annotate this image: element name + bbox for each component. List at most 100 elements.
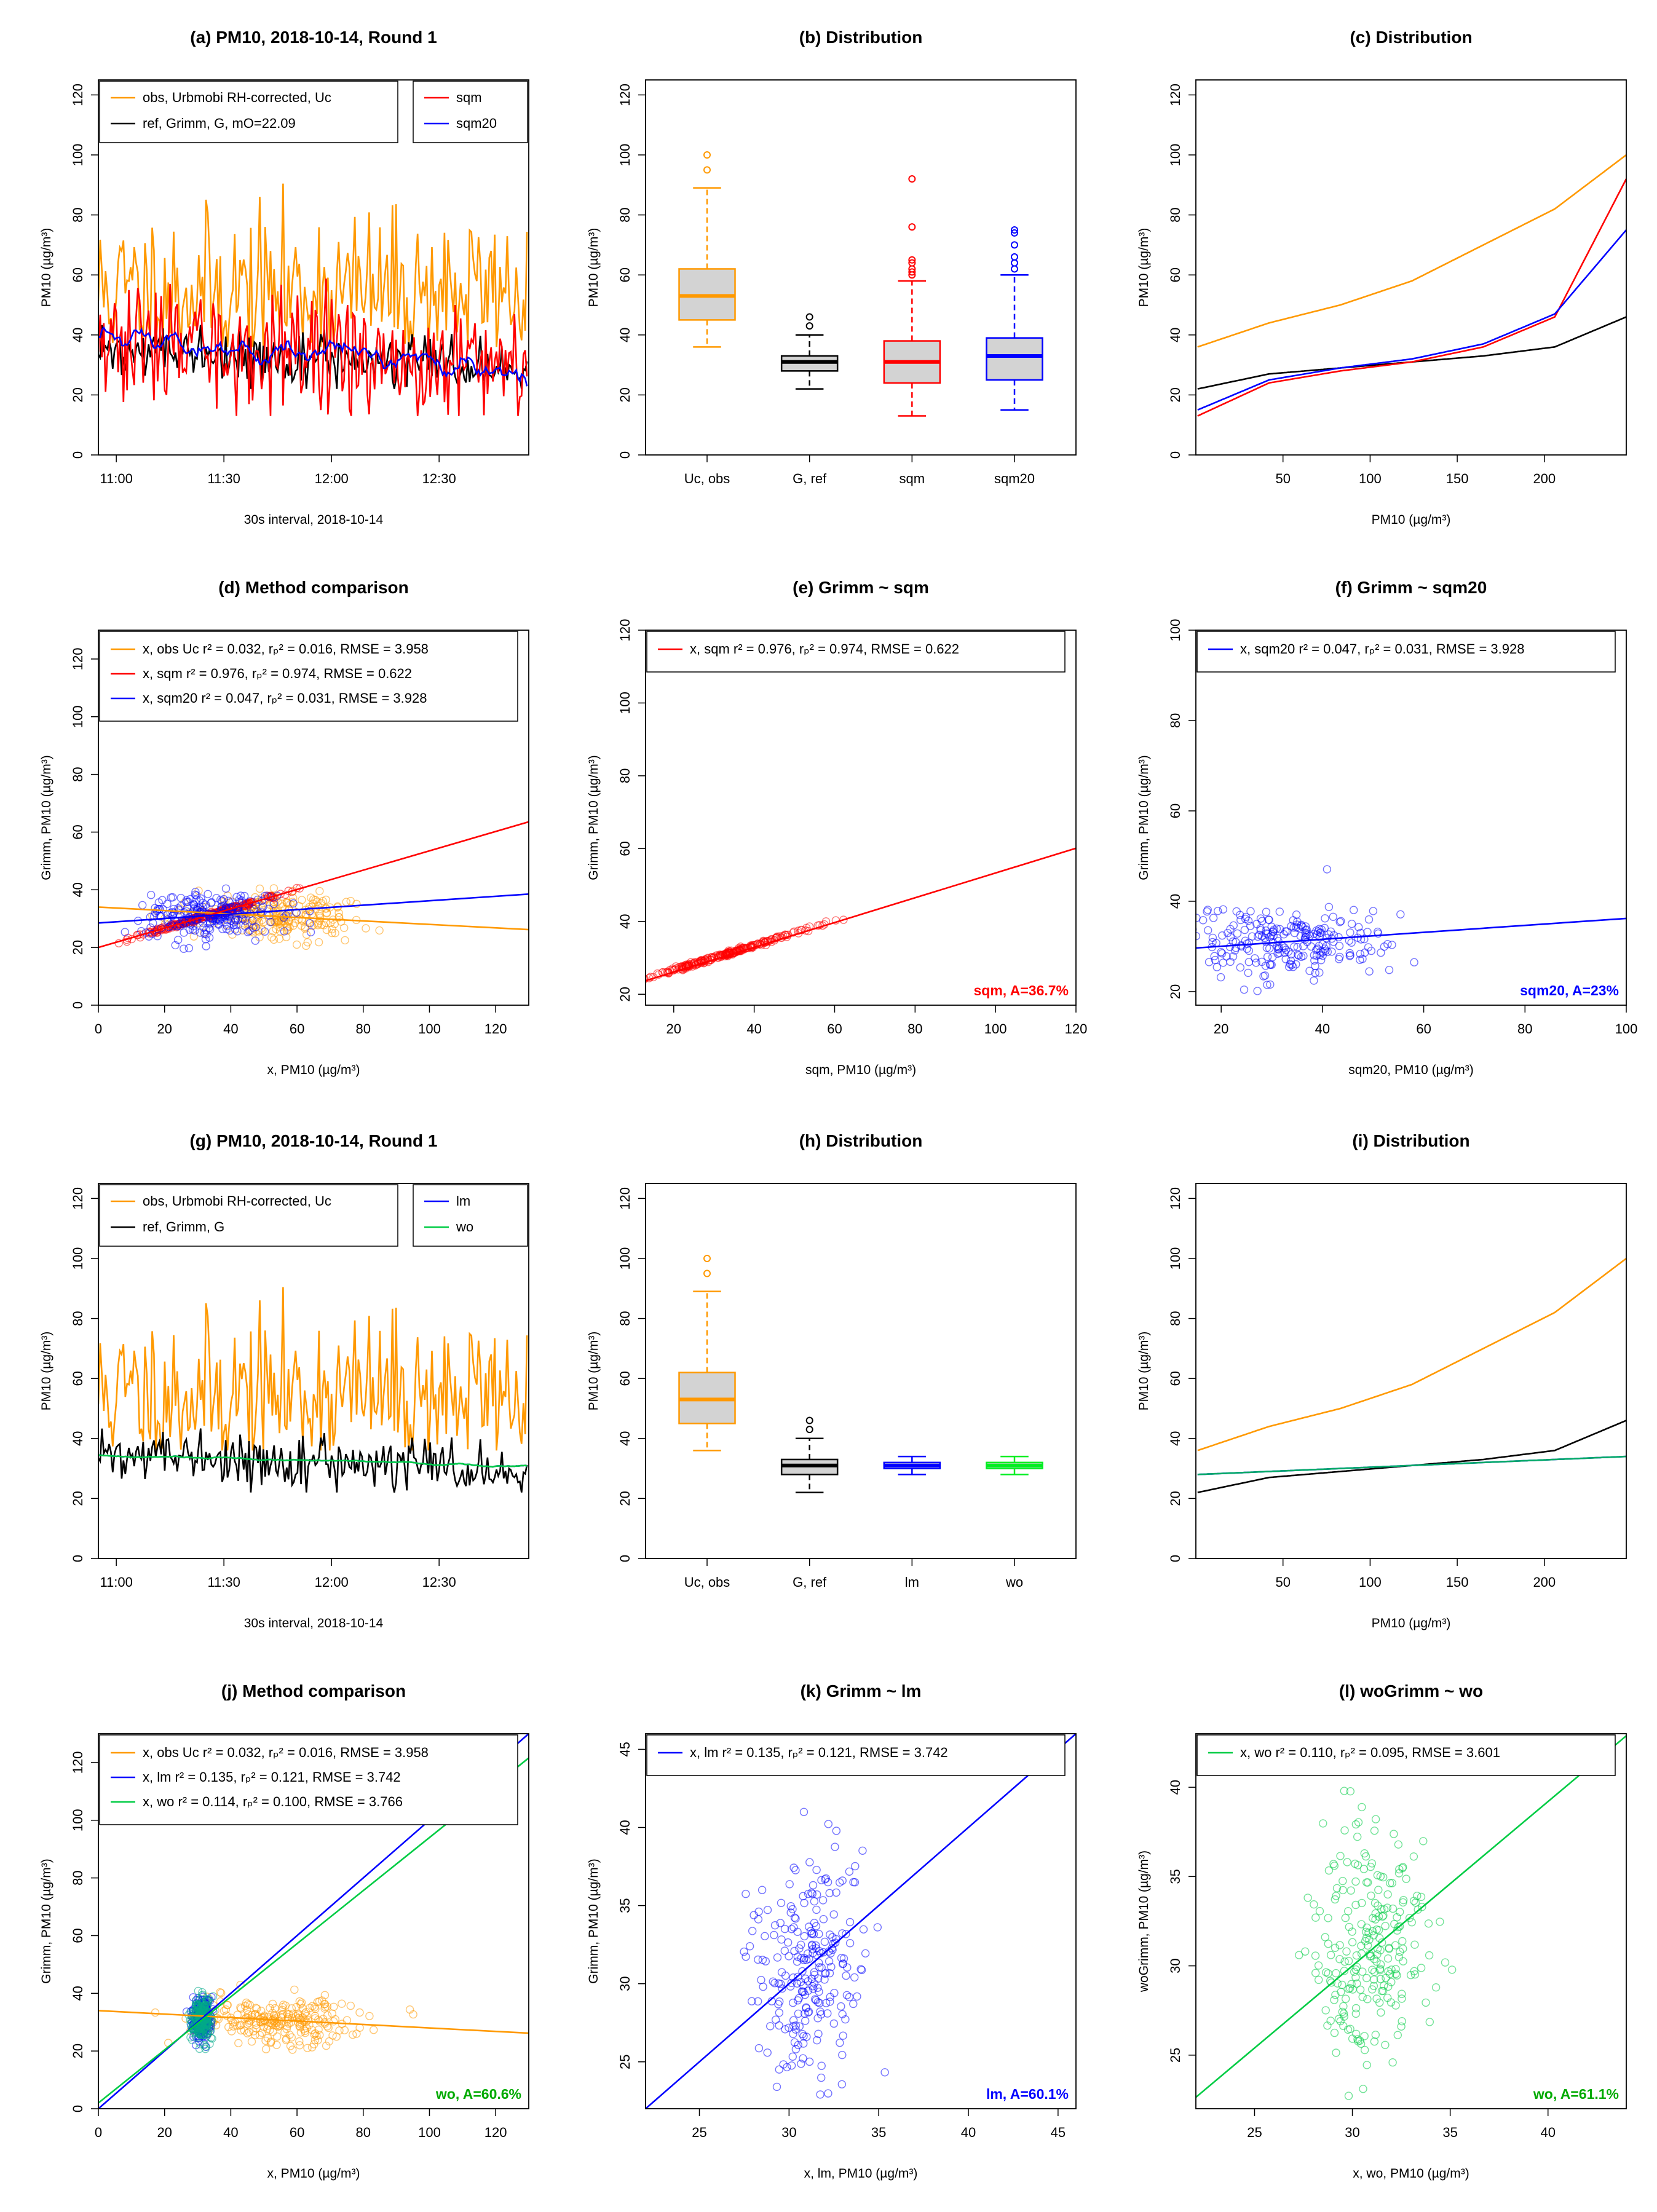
x-axis-label: sqm20, PM10 (µg/m³) (1348, 1063, 1473, 1077)
scatter-point (1363, 1994, 1372, 2004)
scatter-point (146, 912, 155, 922)
scatter-point (1394, 1953, 1404, 1962)
scatter-point (780, 1924, 789, 1934)
scatter-point (1431, 1983, 1441, 1992)
scatter-point (205, 1994, 213, 2004)
x-tick-label: 0 (95, 2125, 102, 2140)
scatter-point (1399, 1944, 1407, 1953)
scatter-point (1363, 1941, 1372, 1950)
scatter-point (1343, 1858, 1351, 1866)
scatter-point (798, 1987, 807, 1996)
scatter-point (296, 2028, 306, 2037)
box-outlier (908, 259, 916, 267)
scatter-point (1332, 1969, 1340, 1978)
scatter-point (247, 2037, 256, 2046)
scatter-point (355, 2008, 364, 2017)
scatter-point (851, 1862, 860, 1871)
scatter-point (829, 1940, 838, 1948)
series-line-wo (1197, 1455, 1626, 1475)
scatter-point (817, 2073, 826, 2082)
scatter-point (1301, 1947, 1310, 1956)
scatter-point (1320, 944, 1329, 953)
scatter-point (268, 1999, 277, 2009)
series-line-ref (1197, 1420, 1626, 1493)
y-tick-label: 120 (1168, 1187, 1183, 1210)
box-outlier (1011, 226, 1018, 234)
scatter-point (770, 1978, 779, 1988)
scatter-point (858, 1846, 867, 1855)
scatter-point (297, 1998, 306, 2007)
scatter-point (1208, 938, 1217, 947)
scatter-point (1386, 1879, 1394, 1887)
box-outlier (1011, 253, 1018, 261)
scatter-point (815, 1930, 823, 1938)
scatter-point (1196, 914, 1201, 922)
x-tick-label: 45 (1051, 2125, 1066, 2140)
x-axis-label: x, lm, PM10 (µg/m³) (804, 2167, 918, 2181)
scatter-point (262, 2045, 271, 2053)
y-tick-label: 20 (70, 1491, 85, 1506)
legend-label: x, wo r² = 0.114, rₚ² = 0.100, RMSE = 3.… (143, 1794, 403, 1809)
scatter-point (1369, 1975, 1378, 1984)
scatter-point (192, 895, 200, 904)
y-tick-label: 25 (1168, 2048, 1183, 2063)
scatter-point (236, 891, 245, 900)
scatter-point (1332, 1892, 1340, 1900)
scatter-point (1346, 928, 1354, 937)
scatter-point (219, 2007, 229, 2015)
scatter-point (409, 2010, 417, 2019)
regression-line (98, 821, 529, 949)
scatter-point (1336, 1852, 1345, 1860)
panel-title: (f) Grimm ~ sqm20 (1335, 578, 1487, 597)
scatter-point (1289, 923, 1298, 932)
scatter-point (1340, 1826, 1349, 1835)
regression-line (98, 906, 529, 931)
scatter-point (804, 2008, 813, 2017)
scatter-point (275, 934, 284, 943)
legend-box (413, 1184, 528, 1247)
scatter-point (171, 941, 180, 950)
scatter-point (1345, 1922, 1354, 1932)
scatter-point (1359, 2085, 1367, 2093)
scatter-point (278, 899, 287, 908)
scatter-point (802, 1956, 811, 1964)
scatter-point (1357, 1920, 1366, 1929)
scatter-point (1347, 938, 1356, 947)
legend-label: x, lm r² = 0.135, rₚ² = 0.121, RMSE = 3.… (143, 1769, 401, 1785)
scatter-point (340, 2026, 349, 2035)
y-tick-label: 100 (70, 1247, 85, 1270)
scatter-point (1297, 952, 1306, 962)
scatter-point (331, 2015, 339, 2024)
scatter-point (1357, 1941, 1366, 1950)
plot-frame (98, 1733, 529, 2109)
x-tick-label: 150 (1446, 1574, 1469, 1590)
scatter-point (741, 1953, 750, 1961)
scatter-point (1322, 1968, 1331, 1977)
scatter-point (1351, 1900, 1360, 1910)
scatter-point (1310, 951, 1319, 960)
x-tick-label: 50 (1275, 1574, 1290, 1590)
scatter-point (1333, 1979, 1342, 1988)
y-axis-label: PM10 (µg/m³) (587, 1332, 601, 1411)
scatter-point (837, 2080, 847, 2089)
scatter-point (839, 915, 848, 924)
scatter-point (1383, 1954, 1393, 1963)
box-outlier (1011, 241, 1018, 249)
scatter-point (1424, 1919, 1433, 1928)
scatter-point (1337, 917, 1345, 926)
scatter-point (1372, 1957, 1381, 1966)
y-tick-label: 100 (1168, 144, 1183, 167)
y-tick-label: 0 (617, 451, 633, 459)
scatter-point (1311, 1969, 1320, 1977)
scatter-point (825, 1969, 834, 1978)
scatter-point (774, 1979, 783, 1988)
scatter-point (1417, 1964, 1426, 1972)
scatter-point (257, 909, 266, 918)
scatter-point (186, 895, 195, 904)
scatter-point (1422, 1998, 1430, 2007)
scatter-point (302, 930, 311, 939)
y-tick-label: 60 (617, 841, 633, 856)
scatter-point (283, 925, 293, 934)
scatter-point (1350, 1967, 1359, 1977)
scatter-point (322, 2041, 331, 2050)
